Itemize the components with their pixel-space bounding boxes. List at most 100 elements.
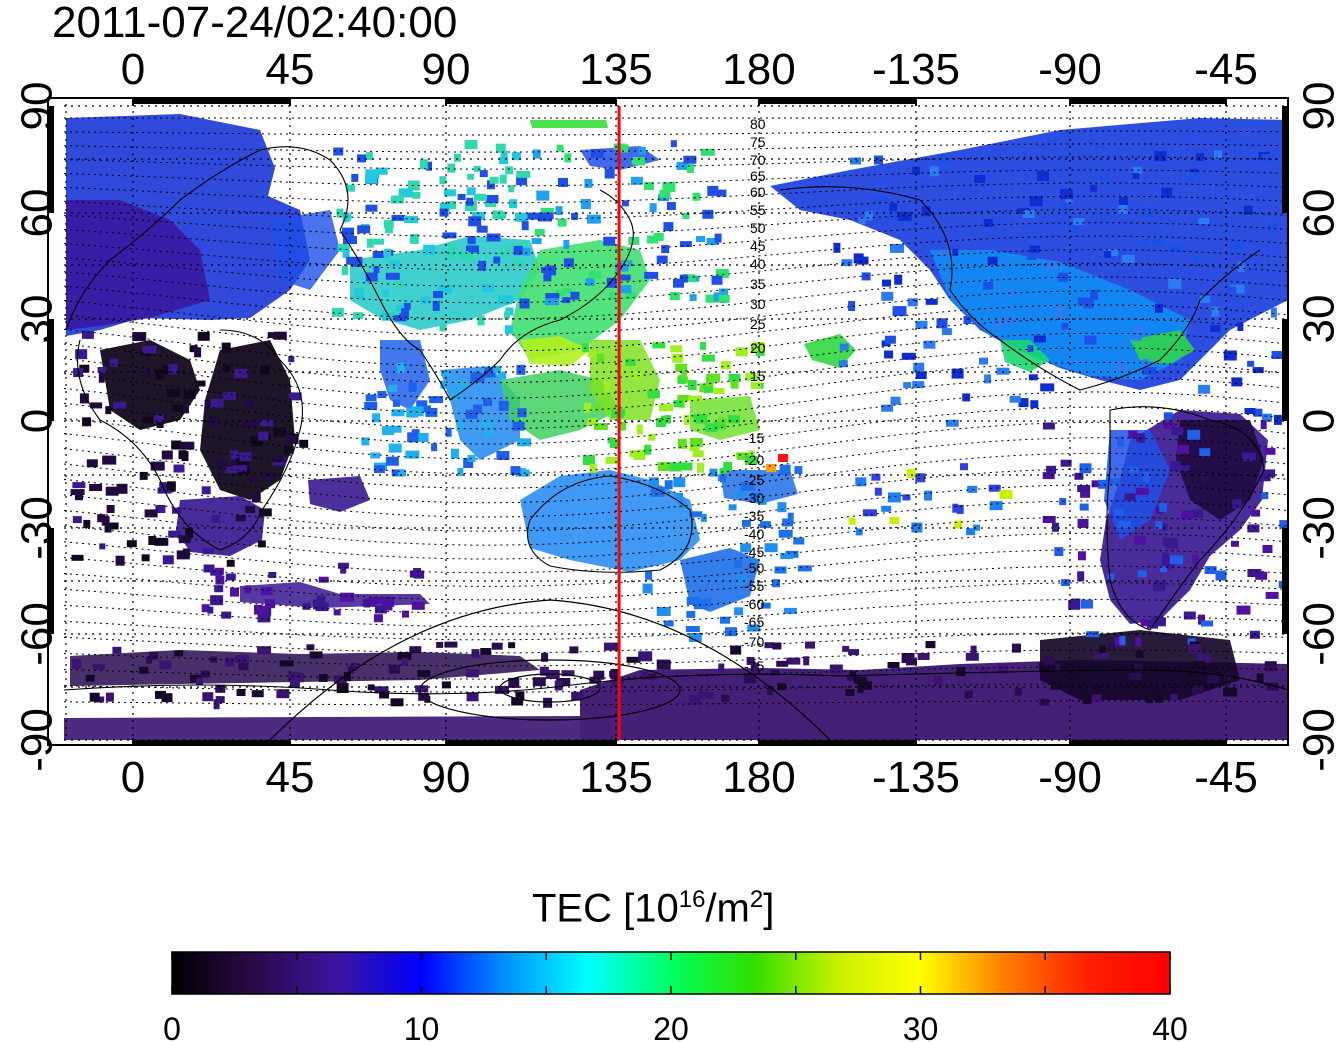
tec-pixel	[168, 530, 182, 538]
tec-pixel	[222, 364, 231, 372]
tec-pixel	[466, 245, 479, 253]
tec-pixel	[483, 430, 495, 437]
magnetic-contour	[64, 406, 1288, 460]
tec-pixel	[605, 456, 619, 464]
tec-pixel	[642, 583, 653, 594]
tec-pixel	[1211, 306, 1220, 317]
tec-pixel	[499, 249, 508, 258]
contour-label-south: -35	[744, 508, 764, 524]
tec-pixel	[115, 555, 125, 566]
tec-pixel	[1077, 485, 1091, 492]
tec-pixel	[295, 673, 305, 683]
tec-pixel	[760, 602, 771, 609]
tec-pixel	[1214, 150, 1222, 160]
tec-pixel	[407, 432, 419, 443]
tec-pixel	[589, 676, 602, 684]
tec-pixel	[987, 256, 998, 265]
tec-pixel	[755, 349, 765, 356]
tec-pixel	[619, 421, 626, 431]
tec-pixel	[699, 691, 714, 699]
tec-pixel	[855, 477, 867, 487]
magnetic-contour	[64, 143, 1288, 153]
tec-pixel	[604, 168, 615, 179]
tec-pixel	[1132, 172, 1140, 179]
tec-pixel	[924, 490, 933, 501]
tec-pixel	[720, 616, 730, 624]
tec-pixel	[203, 564, 215, 573]
tec-pixel	[519, 298, 530, 309]
tec-pixel	[99, 543, 106, 550]
x-bottom-tick-label: 90	[422, 753, 471, 802]
tec-pixel	[652, 342, 666, 349]
tec-pixel	[779, 464, 791, 475]
tec-pixel	[398, 469, 406, 476]
tec-pixel	[357, 154, 366, 163]
tec-pixel	[342, 227, 354, 237]
tec-pixel	[711, 275, 723, 285]
tec-pixel	[1210, 325, 1221, 333]
tec-pixel	[267, 332, 277, 339]
tec-pixel	[1054, 547, 1064, 557]
tec-pixel	[743, 673, 756, 684]
tec-pixel	[728, 504, 737, 511]
tec-pixel	[1262, 469, 1276, 478]
tec-pixel	[1265, 591, 1279, 599]
tec-pixel	[1243, 205, 1253, 215]
colorbar-label-exponent2: 2	[749, 886, 764, 913]
tec-pixel	[839, 343, 849, 351]
tec-pixel	[1026, 253, 1037, 260]
tec-pixel	[459, 251, 469, 260]
tec-pixel	[208, 417, 219, 426]
tec-pixel	[963, 316, 972, 324]
tec-pixel	[1134, 535, 1147, 545]
tec-pixel	[446, 201, 457, 210]
tec-pixel	[508, 185, 515, 193]
tec-pixel	[721, 694, 730, 702]
map-title: 2011-07-24/02:40:00	[52, 0, 458, 47]
tec-pixel	[392, 308, 400, 316]
tec-pixel	[468, 216, 482, 227]
tec-pixel	[1136, 433, 1145, 442]
tec-pixel	[391, 409, 405, 417]
tec-pixel	[693, 602, 708, 610]
tec-pixel	[343, 236, 357, 244]
tec-pixel	[1224, 674, 1230, 681]
contour-label-south: -25	[744, 472, 764, 488]
tec-pixel	[1170, 694, 1178, 701]
y-right-tick-label: 90	[1294, 82, 1340, 131]
tec-pixel	[472, 211, 486, 220]
magnetic-contour	[64, 376, 1288, 430]
tec-pixel	[917, 653, 930, 660]
tec-pixel	[1059, 202, 1069, 212]
tec-pixel	[221, 611, 232, 619]
tec-pixel	[1266, 682, 1279, 691]
y-left-tick-label: -60	[12, 602, 61, 666]
tec-pixel	[1012, 643, 1021, 653]
tec-pixel	[1183, 611, 1196, 620]
tec-pixel	[467, 236, 476, 244]
tec-pixel	[593, 670, 605, 680]
tec-pixel	[176, 550, 190, 560]
tec-pixel	[1108, 643, 1115, 650]
tec-pixel	[510, 466, 521, 476]
tec-pixel	[1249, 630, 1260, 639]
tec-pixel	[98, 372, 105, 383]
tec-pixel	[141, 554, 150, 562]
tec-pixel	[539, 666, 549, 676]
tec-pixel	[1197, 653, 1211, 663]
frame-band-right	[1282, 106, 1288, 213]
magnetic-contour	[64, 391, 1288, 445]
tec-pixel	[541, 652, 549, 662]
tec-pixel	[1077, 571, 1085, 582]
tec-pixel	[1170, 244, 1183, 253]
tec-pixel	[689, 694, 701, 705]
tec-patch-southern-strip	[64, 716, 580, 740]
tec-pixel	[1077, 297, 1089, 306]
tec-pixel	[350, 663, 358, 671]
tec-pixel	[357, 225, 371, 234]
tec-pixel	[333, 609, 341, 616]
colorbar-label-prefix: TEC [10	[532, 886, 679, 931]
tec-pixel	[1142, 471, 1150, 482]
tec-pixel	[346, 184, 355, 192]
tec-pixel	[511, 697, 524, 706]
